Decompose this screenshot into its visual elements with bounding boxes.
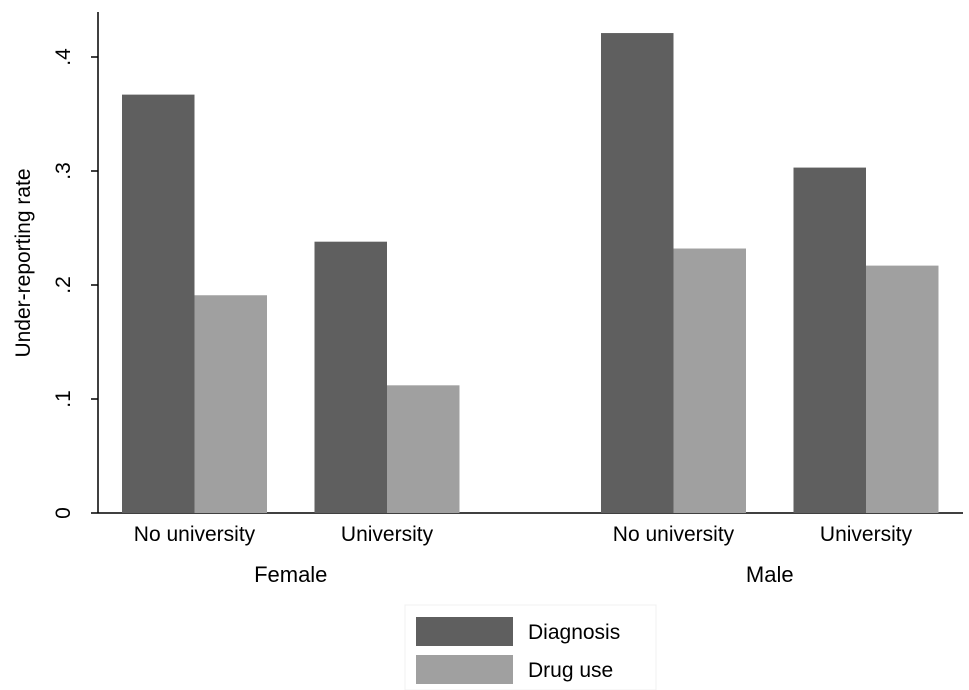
- legend-label: Drug use: [528, 659, 613, 682]
- bar-drug-use: [673, 248, 746, 513]
- y-tick-label: 0: [52, 507, 75, 519]
- legend-label: Diagnosis: [528, 621, 620, 644]
- category-label: University: [820, 523, 913, 546]
- legend-swatch: [416, 655, 513, 684]
- group-label: Male: [746, 562, 794, 587]
- y-tick-label: .3: [52, 162, 75, 180]
- y-tick-label: .4: [52, 48, 75, 66]
- bar-diagnosis: [122, 94, 195, 514]
- y-tick-label: .1: [52, 390, 75, 408]
- labels: No university University Female No universi…: [134, 523, 913, 587]
- group-label: Female: [254, 562, 327, 587]
- y-axis-title: Under-reporting rate: [12, 168, 35, 357]
- category-label: No university: [613, 523, 735, 546]
- bar-drug-use: [387, 385, 460, 513]
- legend-swatch: [416, 617, 513, 646]
- y-tick-label: .2: [52, 276, 75, 294]
- bars: [122, 33, 939, 514]
- category-label: University: [341, 523, 434, 546]
- bar-diagnosis: [314, 241, 387, 513]
- bar-diagnosis: [601, 33, 674, 514]
- category-label: No university: [134, 523, 256, 546]
- bar-drug-use: [194, 295, 267, 513]
- bar-diagnosis: [793, 167, 866, 513]
- bar-drug-use: [866, 265, 939, 513]
- legend: Diagnosis Drug use: [404, 604, 657, 690]
